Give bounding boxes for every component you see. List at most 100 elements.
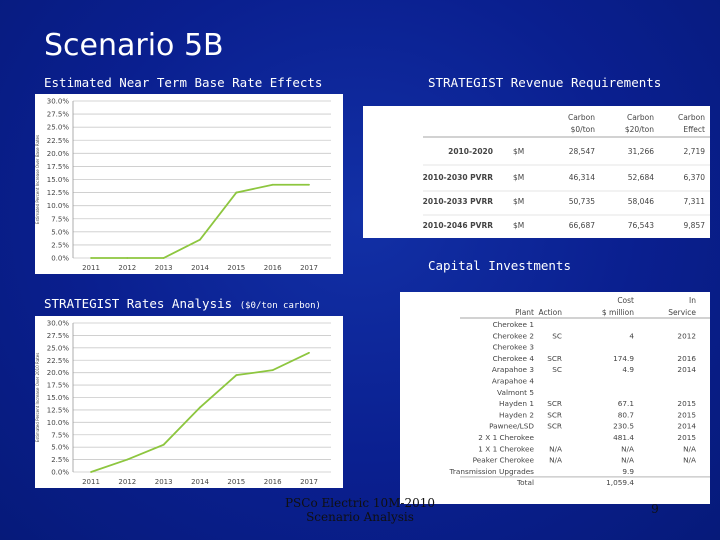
rates-chart: 0.0% 2.5% 5.0% 7.5% 10.0% 12.5% 15.0% 17.5% 20.0… [35, 320, 331, 486]
table-cell: 4 [629, 331, 634, 340]
capital-heading: Capital Investments [428, 258, 571, 273]
y-tick-label: 12.5% [47, 189, 70, 197]
table-cell: 2015 [677, 399, 696, 408]
x-tick-label: 2011 [82, 478, 100, 486]
table-cell: Total [516, 478, 534, 487]
data-point [126, 458, 129, 461]
table-cell: N/A [621, 444, 634, 453]
table-cell: 2014 [677, 365, 696, 374]
table-cell: 80.7 [618, 410, 635, 419]
table-cell: 31,266 [628, 147, 654, 156]
data-point [271, 183, 274, 186]
table-cell: 1 X 1 Cherokee [478, 444, 534, 453]
capital-table-panel: Plant Action Cost $ million In Service Cheroke… [400, 292, 710, 504]
revenue-heading: STRATEGIST Revenue Requirements [428, 75, 662, 90]
revenue-table: Carbon $0/ton Carbon $20/ton Carbon Effect 201… [423, 113, 710, 230]
table-header: $20/ton [625, 125, 654, 134]
table-cell: 2012 [677, 331, 696, 340]
table-cell: Arapahoe 4 [492, 377, 534, 386]
rates-heading-text: STRATEGIST Rates Analysis [44, 296, 233, 311]
y-tick-label: 5.0% [51, 228, 69, 236]
data-point [199, 238, 201, 241]
x-tick-label: 2017 [300, 478, 318, 486]
data-point [162, 443, 165, 446]
table-cell: SCR [547, 410, 562, 419]
table-header: In [689, 296, 696, 305]
table-cell: 2010-2046 PVRR [423, 221, 494, 230]
table-cell: SCR [547, 422, 562, 431]
table-header: Carbon [627, 113, 654, 122]
x-tick-label: 2012 [118, 264, 136, 272]
table-cell: Cherokee 3 [493, 343, 535, 352]
y-tick-label: 30.0% [47, 98, 70, 106]
table-cell: Cherokee 2 [493, 331, 534, 340]
y-tick-label: 27.5% [47, 332, 70, 340]
x-tick-label: 2013 [155, 264, 173, 272]
y-tick-label: 10.0% [47, 202, 70, 210]
table-cell: Peaker Cherokee [473, 456, 535, 465]
table-cell: 2015 [677, 433, 696, 442]
table-cell: 67.1 [618, 399, 634, 408]
table-cell: N/A [549, 456, 562, 465]
y-tick-label: 22.5% [47, 137, 70, 145]
y-tick-label: 15.0% [47, 176, 70, 184]
table-cell: N/A [683, 444, 696, 453]
table-cell: Arapahoe 3 [492, 365, 534, 374]
table-cell: N/A [683, 456, 696, 465]
y-tick-label: 7.5% [51, 431, 69, 439]
table-cell: SC [552, 331, 562, 340]
rates-heading: STRATEGIST Rates Analysis ($0/ton carbon… [44, 296, 321, 311]
table-header: Effect [683, 125, 705, 134]
series-line [90, 351, 310, 473]
table-cell: Cherokee 4 [493, 354, 535, 363]
table-cell: 2010-2033 PVRR [423, 197, 494, 206]
table-cell: 6,370 [684, 173, 706, 182]
data-point [308, 183, 310, 186]
table-cell: N/A [621, 456, 634, 465]
x-tick-label: 2016 [264, 478, 282, 486]
table-cell: 9.9 [622, 467, 634, 476]
footer-line-2: Scenario Analysis [306, 510, 414, 524]
table-cell: $M [513, 147, 524, 156]
table-cell: 174.9 [613, 354, 634, 363]
data-point [199, 406, 201, 409]
table-header: Plant [515, 308, 534, 317]
near-term-heading: Estimated Near Term Base Rate Effects [44, 75, 323, 90]
x-tick-label: 2014 [191, 478, 209, 486]
y-tick-label: 0.0% [51, 469, 69, 477]
series-line [91, 183, 309, 259]
data-point [235, 191, 238, 194]
table-cell: 52,684 [628, 173, 654, 182]
x-tick-label: 2016 [264, 264, 282, 272]
table-header: Cost [617, 296, 634, 305]
y-tick-label: 5.0% [51, 444, 69, 452]
table-cell: 4.9 [622, 365, 634, 374]
data-point [90, 471, 92, 473]
capital-table: Plant Action Cost $ million In Service Cheroke… [449, 296, 710, 487]
y-axis-label: Estimated Percent Increase Over Base Rat… [35, 135, 40, 224]
x-tick-label: 2012 [118, 478, 136, 486]
y-tick-label: 0.0% [51, 255, 69, 263]
table-cell: 2010-2020 [448, 147, 493, 156]
table-header: $0/ton [571, 125, 596, 134]
near-term-chart: 0.0% 2.5% 5.0% 7.5% 10.0% 12.5% 15.0% 17.5% 20.0… [35, 98, 331, 272]
table-cell: Cherokee 1 [493, 320, 534, 329]
table-header: Carbon [678, 113, 705, 122]
y-tick-label: 20.0% [47, 369, 70, 377]
page-number: 9 [651, 502, 659, 516]
y-tick-label: 10.0% [47, 419, 70, 427]
table-cell: $M [513, 197, 524, 206]
table-cell: 1,059.4 [606, 478, 634, 487]
x-tick-label: 2015 [227, 478, 245, 486]
table-cell: 28,547 [569, 147, 595, 156]
table-cell: 2016 [677, 354, 696, 363]
table-cell: 2,719 [684, 147, 706, 156]
table-cell: Valmont 5 [497, 388, 534, 397]
table-cell: N/A [549, 444, 562, 453]
y-tick-label: 27.5% [47, 111, 70, 119]
table-cell: SCR [547, 399, 562, 408]
y-tick-label: 7.5% [51, 215, 69, 223]
table-cell: Hayden 2 [499, 410, 534, 419]
table-cell: 230.5 [613, 422, 634, 431]
y-tick-label: 25.0% [47, 124, 70, 132]
